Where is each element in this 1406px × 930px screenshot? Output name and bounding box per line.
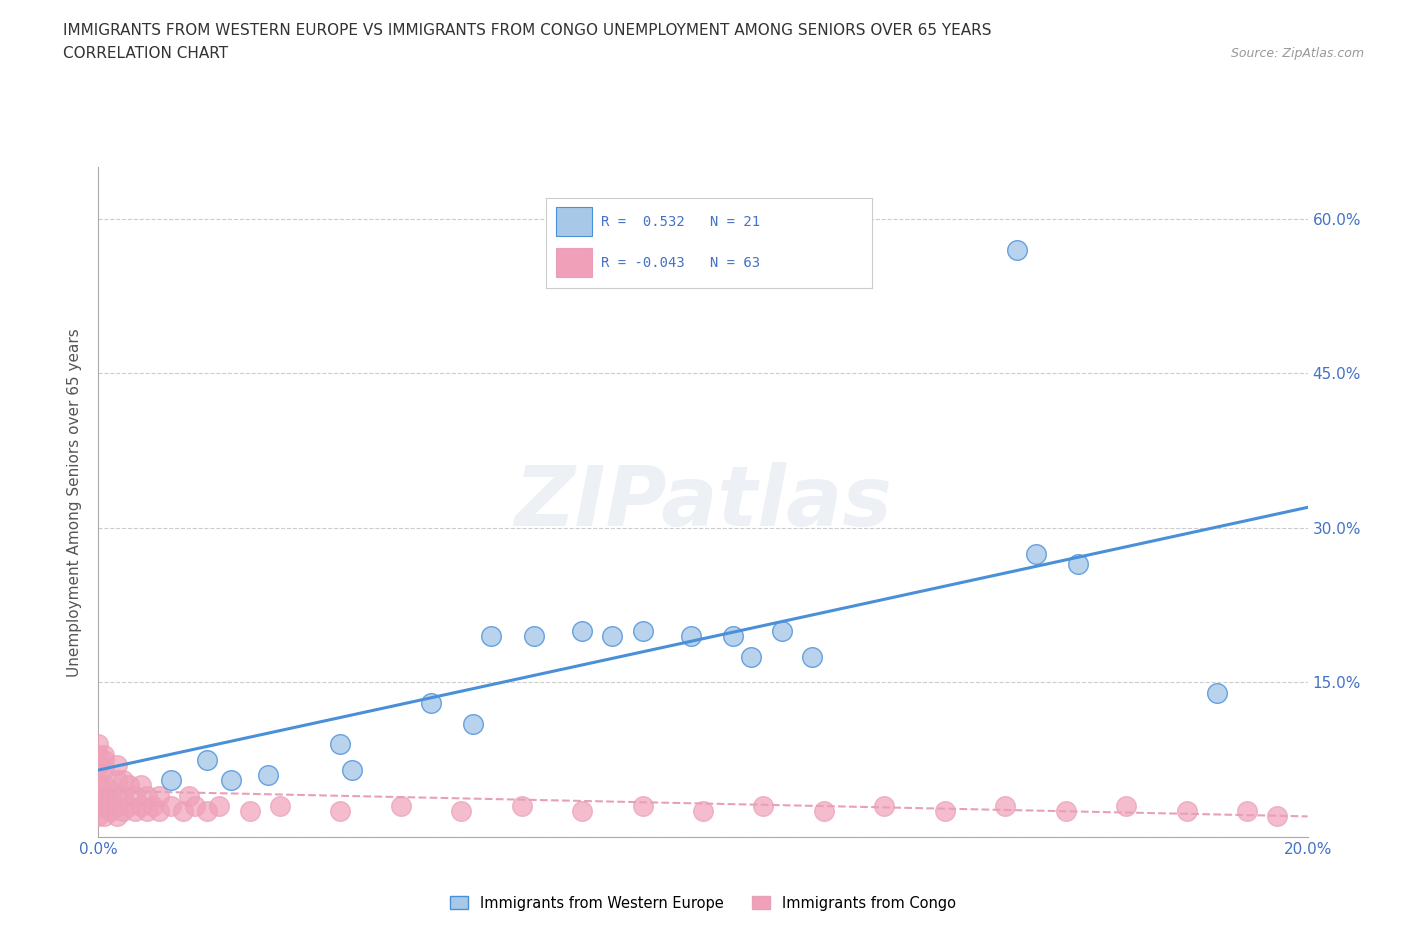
- Point: [329, 737, 352, 751]
- Point: [111, 804, 134, 818]
- Point: [135, 789, 157, 804]
- Point: [723, 629, 745, 644]
- Point: [1007, 243, 1029, 258]
- Legend: Immigrants from Western Europe, Immigrants from Congo: Immigrants from Western Europe, Immigran…: [444, 890, 962, 917]
- Point: [631, 623, 654, 638]
- Point: [571, 804, 593, 818]
- Point: [87, 778, 110, 793]
- Point: [1054, 804, 1077, 818]
- Point: [100, 804, 122, 818]
- Point: [740, 649, 762, 664]
- Point: [87, 809, 110, 824]
- Point: [342, 763, 364, 777]
- Point: [160, 773, 183, 788]
- Point: [631, 799, 654, 814]
- Point: [934, 804, 956, 818]
- Point: [105, 799, 128, 814]
- Point: [111, 773, 134, 788]
- Point: [135, 804, 157, 818]
- Point: [160, 799, 183, 814]
- Point: [269, 799, 291, 814]
- Point: [195, 804, 218, 818]
- Point: [256, 768, 278, 783]
- Point: [105, 773, 128, 788]
- Point: [1067, 556, 1090, 571]
- Text: CORRELATION CHART: CORRELATION CHART: [63, 46, 228, 61]
- Point: [510, 799, 533, 814]
- Point: [87, 747, 110, 762]
- Point: [239, 804, 262, 818]
- Point: [93, 799, 115, 814]
- Point: [142, 799, 165, 814]
- Point: [1175, 804, 1198, 818]
- Point: [129, 778, 152, 793]
- Text: IMMIGRANTS FROM WESTERN EUROPE VS IMMIGRANTS FROM CONGO UNEMPLOYMENT AMONG SENIO: IMMIGRANTS FROM WESTERN EUROPE VS IMMIGR…: [63, 23, 991, 38]
- Point: [148, 789, 170, 804]
- Point: [93, 789, 115, 804]
- Point: [148, 804, 170, 818]
- Point: [1236, 804, 1258, 818]
- Point: [93, 752, 115, 767]
- Point: [129, 799, 152, 814]
- Point: [813, 804, 835, 818]
- Point: [118, 778, 141, 793]
- Point: [124, 789, 146, 804]
- Point: [602, 629, 624, 644]
- Y-axis label: Unemployment Among Seniors over 65 years: Unemployment Among Seniors over 65 years: [67, 328, 83, 677]
- Point: [692, 804, 714, 818]
- Point: [994, 799, 1017, 814]
- Point: [124, 804, 146, 818]
- Point: [679, 629, 702, 644]
- Point: [179, 789, 201, 804]
- Point: [195, 752, 218, 767]
- Point: [752, 799, 775, 814]
- Point: [1115, 799, 1137, 814]
- Point: [1267, 809, 1289, 824]
- Point: [87, 737, 110, 751]
- Point: [100, 783, 122, 798]
- Text: ZIPatlas: ZIPatlas: [515, 461, 891, 543]
- Point: [184, 799, 207, 814]
- Point: [93, 809, 115, 824]
- Point: [93, 778, 115, 793]
- Text: Source: ZipAtlas.com: Source: ZipAtlas.com: [1230, 46, 1364, 60]
- Point: [873, 799, 896, 814]
- Point: [93, 747, 115, 762]
- Point: [1024, 546, 1046, 561]
- Point: [221, 773, 243, 788]
- Point: [329, 804, 352, 818]
- Point: [93, 763, 115, 777]
- Point: [105, 789, 128, 804]
- Point: [87, 768, 110, 783]
- Point: [87, 757, 110, 772]
- Point: [208, 799, 231, 814]
- Point: [481, 629, 503, 644]
- Point: [463, 716, 485, 731]
- Point: [105, 757, 128, 772]
- Point: [172, 804, 194, 818]
- Point: [105, 809, 128, 824]
- Point: [420, 696, 443, 711]
- Point: [111, 789, 134, 804]
- Point: [389, 799, 412, 814]
- Point: [1206, 685, 1229, 700]
- Point: [571, 623, 593, 638]
- Point: [87, 799, 110, 814]
- Point: [450, 804, 472, 818]
- Point: [770, 623, 793, 638]
- Point: [87, 789, 110, 804]
- Point: [100, 793, 122, 808]
- Point: [118, 799, 141, 814]
- Point: [800, 649, 823, 664]
- Point: [523, 629, 546, 644]
